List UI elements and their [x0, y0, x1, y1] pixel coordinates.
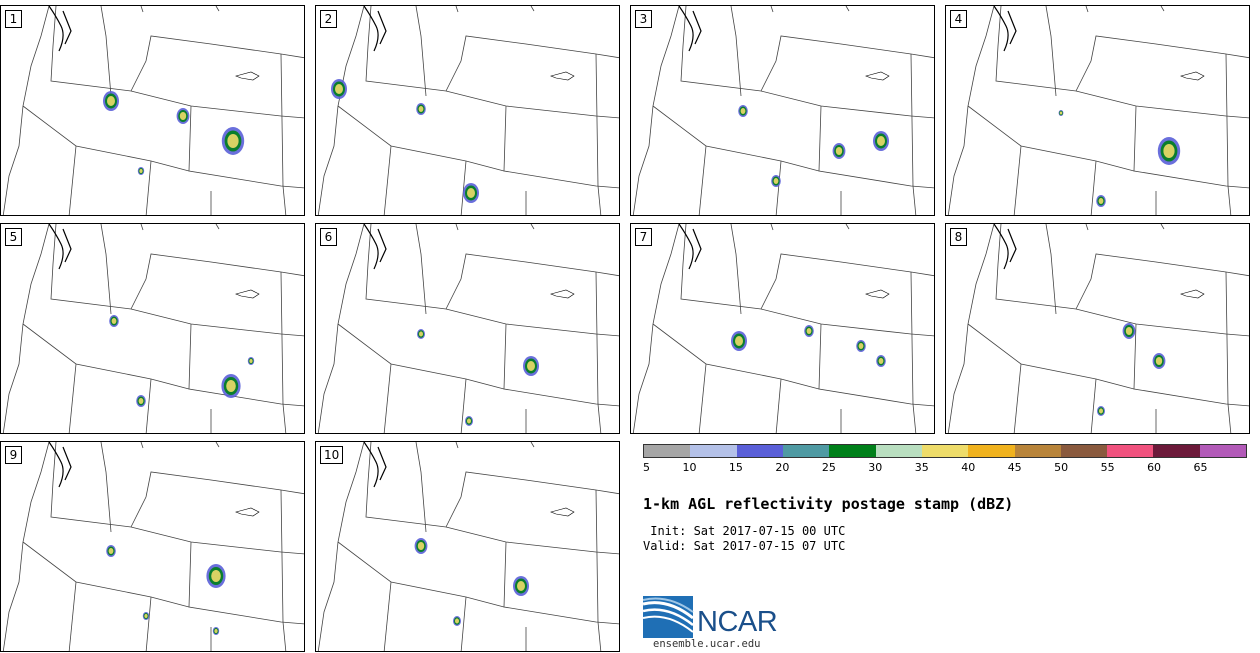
map-panel-7: 7: [630, 223, 935, 434]
colorbar-tick-label: 55: [1100, 461, 1115, 474]
state-boundaries-map: [632, 6, 934, 215]
ncar-logo-text: NCAR: [697, 606, 778, 638]
colorbar-segment: [1107, 445, 1154, 457]
member-number-label: 10: [320, 446, 344, 464]
colorbar-tick-label: 5: [643, 461, 650, 474]
colorbar-segment: [875, 445, 922, 457]
colorbar-segment: [690, 445, 737, 457]
colorbar-segment: [829, 445, 876, 457]
ncar-logo: [643, 596, 694, 638]
colorbar-tick-labels: 5 10 15 20 25 30 35 40 45 50 55 60 65: [643, 461, 1247, 475]
colorbar-tick-label: 10: [682, 461, 697, 474]
colorbar-segment: [736, 445, 783, 457]
member-number-label: 9: [5, 446, 22, 464]
map-panel-3: 3: [630, 5, 935, 216]
state-boundaries-map: [947, 224, 1249, 433]
state-boundaries-map: [632, 224, 934, 433]
map-panel-1: 1: [0, 5, 305, 216]
member-number-label: 1: [5, 10, 22, 28]
colorbar-segment: [1199, 445, 1247, 457]
figure-title: 1-km AGL reflectivity postage stamp (dBZ…: [643, 495, 1014, 513]
member-number-label: 7: [635, 228, 652, 246]
state-boundaries-map: [2, 442, 304, 651]
member-number-label: 3: [635, 10, 652, 28]
colorbar-tick-label: 45: [1007, 461, 1022, 474]
colorbar-tick-label: 60: [1147, 461, 1162, 474]
ensemble-url: ensemble.ucar.edu: [653, 638, 761, 650]
map-panel-2: 2: [315, 5, 620, 216]
member-number-label: 5: [5, 228, 22, 246]
colorbar-tick-label: 25: [821, 461, 836, 474]
colorbar-tick-label: 15: [728, 461, 743, 474]
valid-time: Valid: Sat 2017-07-15 07 UTC: [643, 539, 846, 553]
member-number-label: 8: [950, 228, 967, 246]
reflectivity-colorbar: [643, 444, 1247, 458]
colorbar-segment: [782, 445, 830, 457]
colorbar-tick-label: 35: [914, 461, 929, 474]
colorbar-tick-label: 20: [775, 461, 790, 474]
state-boundaries-map: [2, 224, 304, 433]
state-boundaries-map: [947, 6, 1249, 215]
colorbar-tick-label: 50: [1054, 461, 1069, 474]
member-number-label: 6: [320, 228, 337, 246]
state-boundaries-map: [2, 6, 304, 215]
member-number-label: 2: [320, 10, 337, 28]
state-boundaries-map: [317, 224, 619, 433]
colorbar-segment: [1153, 445, 1200, 457]
map-panel-8: 8: [945, 223, 1250, 434]
colorbar-segment: [921, 445, 969, 457]
map-panel-9: 9: [0, 441, 305, 652]
colorbar-segment: [968, 445, 1015, 457]
colorbar-tick-label: 65: [1193, 461, 1208, 474]
map-panel-4: 4: [945, 5, 1250, 216]
map-panel-5: 5: [0, 223, 305, 434]
colorbar-segment: [1014, 445, 1061, 457]
colorbar-tick-label: 40: [961, 461, 976, 474]
map-panel-6: 6: [315, 223, 620, 434]
colorbar-tick-label: 30: [868, 461, 883, 474]
state-boundaries-map: [317, 442, 619, 651]
colorbar-segment: [1060, 445, 1108, 457]
member-number-label: 4: [950, 10, 967, 28]
colorbar-segment: [644, 445, 691, 457]
map-panel-10: 10: [315, 441, 620, 652]
init-time: Init: Sat 2017-07-15 00 UTC: [643, 524, 846, 538]
state-boundaries-map: [317, 6, 619, 215]
